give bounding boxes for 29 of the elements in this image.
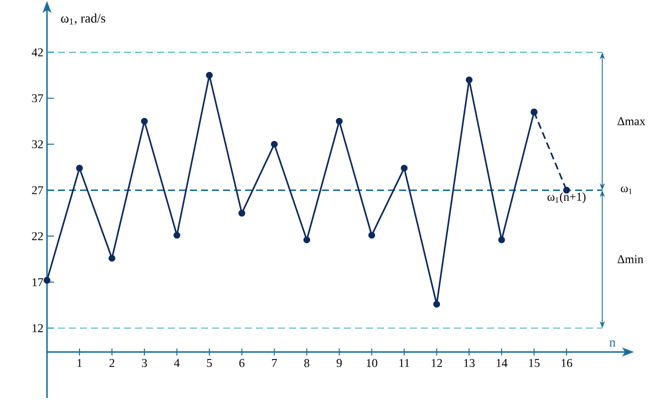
x-tick-label: 15 [529,359,540,368]
y-tick-label: 17 [32,278,44,286]
x-axis-title: n [610,340,616,346]
x-tick-label: 4 [174,359,180,367]
x-tick-label: 2 [109,359,114,367]
x-tick-label: 3 [142,359,147,368]
y-axis-title: ω$_{1}$, rad/s [61,14,106,24]
x-tick-label: 16 [562,359,572,368]
x-tick-label: 7 [272,359,277,367]
x-tick-label: 13 [464,359,475,368]
annotation: Δmax [618,117,646,126]
x-tick-label: 9 [336,359,342,368]
ref-line-label: ω$_{1}$ [620,186,632,194]
x-tick-label: 11 [399,359,410,367]
y-tick-label: 12 [32,324,43,332]
y-tick-label: 32 [32,140,43,148]
x-tick-label: 14 [496,359,508,367]
x-tick-label: 5 [207,359,212,367]
annotation: Δmin [618,255,644,264]
x-tick-label: 12 [432,359,442,367]
annotation: ω$_{1}$(n+1) [548,192,586,204]
y-tick-label: 22 [32,232,43,240]
y-tick-label: 27 [32,186,44,194]
x-tick-label: 1 [78,359,82,367]
y-tick-label: 42 [32,48,43,56]
y-tick-label: 37 [32,94,44,102]
x-tick-label: 10 [366,359,378,368]
x-tick-label: 8 [304,359,310,368]
x-tick-label: 6 [239,359,244,368]
